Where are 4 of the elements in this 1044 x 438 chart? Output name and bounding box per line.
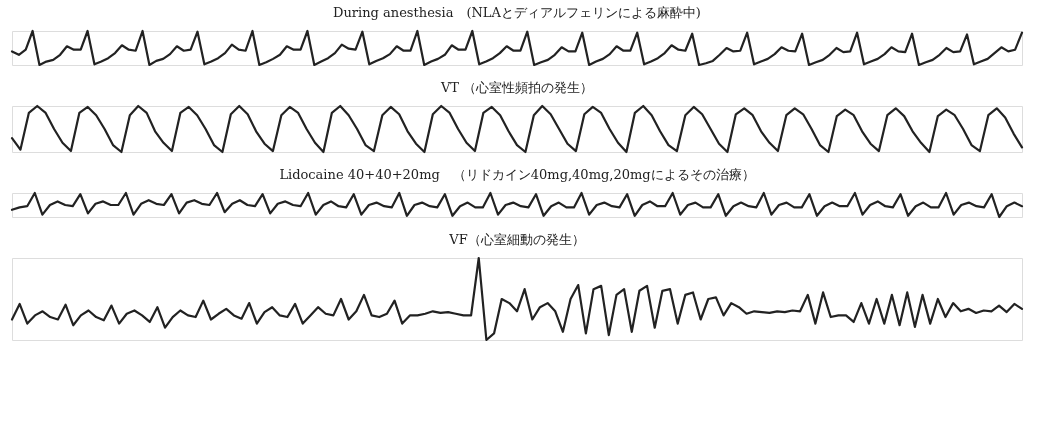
chart-title: Lidocaine 40+40+20mg （リドカイン40mg,40mg,20mgによるその治療） (279, 166, 755, 182)
chart-title: During anesthesia (NLAとディアルフェリンによる麻酔中) (333, 4, 701, 20)
chart-title: VT （心室性頻拍の発生） (439, 79, 594, 95)
chart-title: VF（心室細動の発生） (448, 231, 585, 247)
